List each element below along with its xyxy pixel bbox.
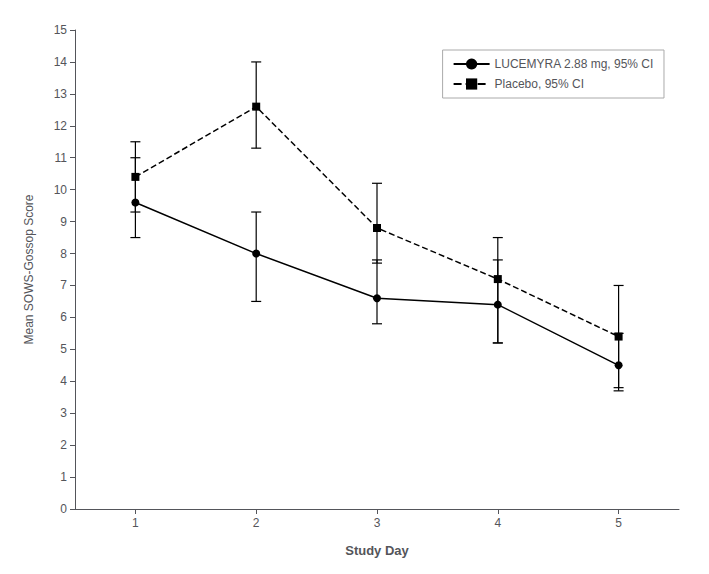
svg-text:13: 13 — [54, 87, 68, 101]
svg-text:5: 5 — [615, 516, 622, 530]
svg-text:1: 1 — [60, 470, 67, 484]
svg-text:7: 7 — [60, 278, 67, 292]
svg-text:12: 12 — [54, 119, 68, 133]
svg-text:8: 8 — [60, 247, 67, 261]
svg-text:Study Day: Study Day — [345, 543, 409, 558]
svg-text:LUCEMYRA 2.88 mg, 95% CI: LUCEMYRA 2.88 mg, 95% CI — [495, 57, 654, 71]
svg-text:4: 4 — [60, 374, 67, 388]
svg-text:Placebo, 95% CI: Placebo, 95% CI — [495, 77, 584, 91]
svg-text:3: 3 — [60, 406, 67, 420]
svg-text:6: 6 — [60, 310, 67, 324]
svg-text:2: 2 — [253, 516, 260, 530]
svg-text:5: 5 — [60, 342, 67, 356]
svg-text:14: 14 — [54, 55, 68, 69]
svg-text:Mean SOWS-Gossop Score: Mean SOWS-Gossop Score — [22, 194, 36, 344]
svg-text:15: 15 — [54, 23, 68, 37]
svg-text:3: 3 — [374, 516, 381, 530]
svg-text:11: 11 — [55, 151, 68, 165]
svg-text:2: 2 — [60, 438, 67, 452]
svg-text:10: 10 — [54, 183, 68, 197]
svg-text:1: 1 — [132, 516, 139, 530]
svg-text:9: 9 — [60, 215, 67, 229]
svg-text:0: 0 — [60, 502, 67, 516]
svg-text:4: 4 — [494, 516, 501, 530]
